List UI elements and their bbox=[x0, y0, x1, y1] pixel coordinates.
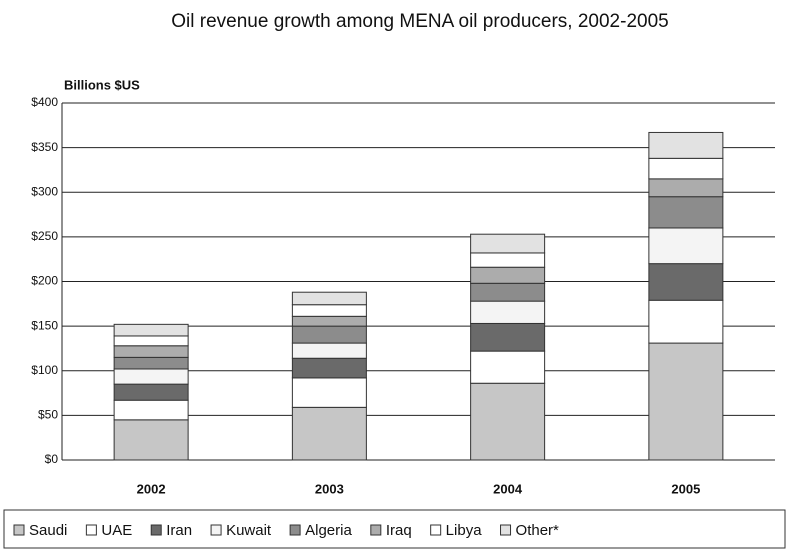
bar-segment bbox=[648, 299, 724, 344]
bar-segment bbox=[113, 383, 189, 401]
bar-segment bbox=[648, 342, 724, 461]
legend-label: Iran bbox=[166, 522, 192, 539]
bar-segment bbox=[470, 252, 546, 268]
bar-segment bbox=[470, 233, 546, 254]
chart-title: Oil revenue growth among MENA oil produc… bbox=[171, 11, 668, 32]
legend-swatch bbox=[210, 524, 222, 536]
y-tick-label: $150 bbox=[31, 318, 58, 332]
legend-swatch bbox=[370, 524, 382, 536]
bar-segment bbox=[291, 357, 367, 379]
bar-segment bbox=[291, 291, 367, 306]
bar-segment bbox=[470, 266, 546, 284]
x-tick-label: 2005 bbox=[671, 481, 700, 496]
bar-segment bbox=[648, 157, 724, 180]
bar-segment bbox=[113, 335, 189, 347]
bar-segment bbox=[113, 345, 189, 358]
legend-label: UAE bbox=[101, 522, 132, 539]
y-tick-label: $100 bbox=[31, 363, 58, 377]
legend-label: Saudi bbox=[29, 522, 67, 539]
bar-segment bbox=[291, 406, 367, 461]
legend-label: Algeria bbox=[305, 522, 352, 539]
bar-segment bbox=[113, 356, 189, 370]
bar-segment bbox=[113, 419, 189, 461]
bar-segment bbox=[470, 282, 546, 302]
legend-swatch bbox=[289, 524, 301, 536]
legend-label: Libya bbox=[446, 522, 483, 539]
y-axis-label: Billions $US bbox=[64, 77, 140, 92]
bar-segment bbox=[291, 342, 367, 359]
legend-swatch bbox=[13, 524, 25, 536]
legend-label: Kuwait bbox=[226, 522, 272, 539]
y-tick-label: $50 bbox=[38, 408, 58, 422]
legend-swatch bbox=[150, 524, 162, 536]
legend-box bbox=[3, 509, 786, 549]
y-tick-label: $200 bbox=[31, 274, 58, 288]
bar-segment bbox=[291, 377, 367, 408]
y-tick-label: $0 bbox=[45, 452, 59, 466]
legend-label: Other* bbox=[516, 522, 560, 539]
bar-segment bbox=[648, 263, 724, 301]
bar-segment bbox=[291, 315, 367, 327]
bar-segment bbox=[648, 178, 724, 198]
bar-segment bbox=[470, 322, 546, 352]
x-tick-label: 2004 bbox=[493, 481, 523, 496]
x-tick-label: 2002 bbox=[137, 481, 166, 496]
bar-segment bbox=[291, 304, 367, 317]
legend-swatch bbox=[430, 524, 442, 536]
y-tick-label: $350 bbox=[31, 140, 58, 154]
bar-segment bbox=[113, 399, 189, 421]
bar-segment bbox=[648, 131, 724, 159]
legend-swatch bbox=[85, 524, 97, 536]
bar-segment bbox=[470, 350, 546, 384]
y-tick-label: $250 bbox=[31, 229, 58, 243]
x-tick-label: 2003 bbox=[315, 481, 344, 496]
y-tick-label: $300 bbox=[31, 184, 58, 198]
bar-segment bbox=[113, 323, 189, 337]
bar-segment bbox=[470, 382, 546, 461]
bar-segment bbox=[470, 300, 546, 324]
y-tick-label: $400 bbox=[31, 95, 58, 109]
bar-segment bbox=[291, 325, 367, 344]
legend-swatch bbox=[500, 524, 512, 536]
legend-label: Iraq bbox=[386, 522, 412, 539]
bar-segment bbox=[648, 227, 724, 265]
bar-segment bbox=[648, 196, 724, 229]
bar-segment bbox=[113, 368, 189, 385]
